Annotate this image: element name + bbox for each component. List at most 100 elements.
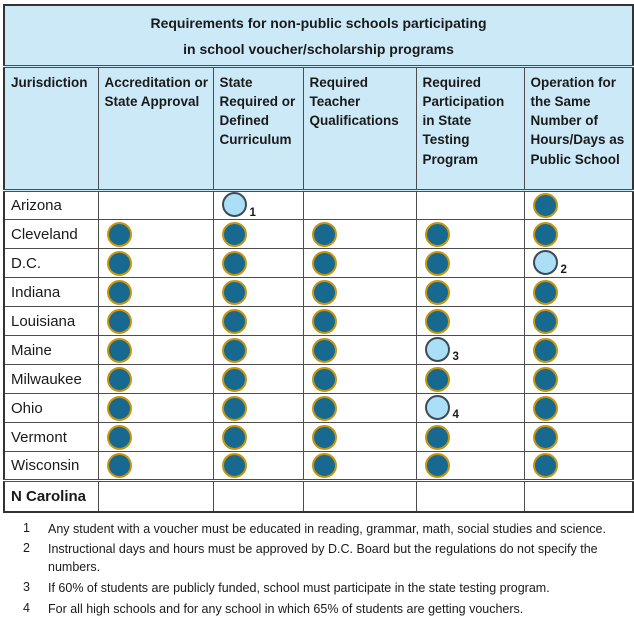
footnote-marker: 2 xyxy=(561,264,567,276)
jurisdiction-cell: Louisiana xyxy=(4,307,98,336)
filled-dot-icon xyxy=(312,280,337,305)
filled-dot-icon xyxy=(425,222,450,247)
filled-dot-icon xyxy=(533,280,558,305)
filled-dot-icon xyxy=(533,425,558,450)
filled-dot-icon xyxy=(107,222,132,247)
filled-dot-icon xyxy=(312,251,337,276)
filled-dot-icon xyxy=(425,251,450,276)
column-header: Operation for the Same Number of Hours/D… xyxy=(524,67,633,191)
requirement-cell xyxy=(213,220,303,249)
filled-dot-icon xyxy=(222,280,247,305)
requirement-cell xyxy=(524,423,633,452)
requirement-cell xyxy=(213,481,303,512)
filled-dot-icon xyxy=(222,367,247,392)
requirement-cell xyxy=(98,307,213,336)
requirement-cell xyxy=(98,191,213,220)
filled-dot-icon xyxy=(312,453,337,478)
jurisdiction-cell: Maine xyxy=(4,336,98,365)
footnote-number: 1 xyxy=(23,521,48,539)
requirement-cell xyxy=(416,278,524,307)
requirement-cell xyxy=(213,249,303,278)
jurisdiction-cell: D.C. xyxy=(4,249,98,278)
jurisdiction-cell: Vermont xyxy=(4,423,98,452)
table-row: D.C. 2 xyxy=(4,249,633,278)
footnote-text: For all high schools and for any school … xyxy=(48,601,624,618)
requirement-cell xyxy=(303,336,416,365)
requirement-cell xyxy=(524,452,633,481)
requirement-cell xyxy=(98,365,213,394)
footnote-number: 3 xyxy=(23,580,48,598)
filled-dot-icon xyxy=(222,396,247,421)
jurisdiction-cell: Wisconsin xyxy=(4,452,98,481)
filled-dot-icon xyxy=(222,222,247,247)
filled-dot-icon xyxy=(533,453,558,478)
requirement-cell xyxy=(524,336,633,365)
filled-dot-icon xyxy=(312,222,337,247)
filled-dot-icon xyxy=(222,425,247,450)
requirement-cell xyxy=(213,307,303,336)
open-dot-icon xyxy=(425,337,450,362)
requirement-cell xyxy=(303,307,416,336)
filled-dot-icon xyxy=(312,367,337,392)
filled-dot-icon xyxy=(222,309,247,334)
table-row: Maine 3 xyxy=(4,336,633,365)
table-row: Cleveland xyxy=(4,220,633,249)
table-row: Wisconsin xyxy=(4,452,633,481)
requirement-cell xyxy=(98,452,213,481)
footnote-number: 2 xyxy=(23,541,48,577)
column-header: Required Participation in State Testing … xyxy=(416,67,524,191)
requirement-cell xyxy=(524,394,633,423)
filled-dot-icon xyxy=(107,338,132,363)
requirement-cell xyxy=(98,336,213,365)
requirement-cell xyxy=(524,220,633,249)
table-row: Indiana xyxy=(4,278,633,307)
filled-dot-icon xyxy=(425,453,450,478)
requirement-cell xyxy=(213,336,303,365)
requirement-cell xyxy=(213,365,303,394)
filled-dot-icon xyxy=(222,251,247,276)
footnote-marker: 1 xyxy=(250,207,256,219)
footnote-marker: 3 xyxy=(453,351,459,363)
filled-dot-icon xyxy=(107,453,132,478)
jurisdiction-cell: Milwaukee xyxy=(4,365,98,394)
requirement-cell xyxy=(303,365,416,394)
filled-dot-icon xyxy=(533,338,558,363)
footnote-marker: 4 xyxy=(453,409,459,421)
requirement-cell xyxy=(524,278,633,307)
column-header: Jurisdiction xyxy=(4,67,98,191)
requirement-cell xyxy=(213,452,303,481)
requirement-cell xyxy=(416,191,524,220)
requirement-cell xyxy=(524,191,633,220)
jurisdiction-cell: Ohio xyxy=(4,394,98,423)
requirement-cell xyxy=(303,481,416,512)
open-dot-icon xyxy=(425,395,450,420)
requirement-cell xyxy=(98,481,213,512)
footnote-text: Any student with a voucher must be educa… xyxy=(48,521,624,539)
filled-dot-icon xyxy=(533,396,558,421)
column-header: Required Teacher Qualifications xyxy=(303,67,416,191)
footnote-text: Instructional days and hours must be app… xyxy=(48,541,624,577)
requirement-cell xyxy=(213,394,303,423)
requirement-cell xyxy=(303,249,416,278)
column-header: Accreditation or State Approval xyxy=(98,67,213,191)
requirement-cell xyxy=(416,452,524,481)
filled-dot-icon xyxy=(425,280,450,305)
filled-dot-icon xyxy=(107,251,132,276)
requirement-cell xyxy=(98,278,213,307)
table-row: Ohio 4 xyxy=(4,394,633,423)
requirement-cell: 3 xyxy=(416,336,524,365)
table-row: Milwaukee xyxy=(4,365,633,394)
filled-dot-icon xyxy=(222,338,247,363)
requirement-cell xyxy=(303,423,416,452)
jurisdiction-cell: Cleveland xyxy=(4,220,98,249)
filled-dot-icon xyxy=(107,396,132,421)
requirement-cell xyxy=(98,249,213,278)
filled-dot-icon xyxy=(425,367,450,392)
filled-dot-icon xyxy=(107,280,132,305)
